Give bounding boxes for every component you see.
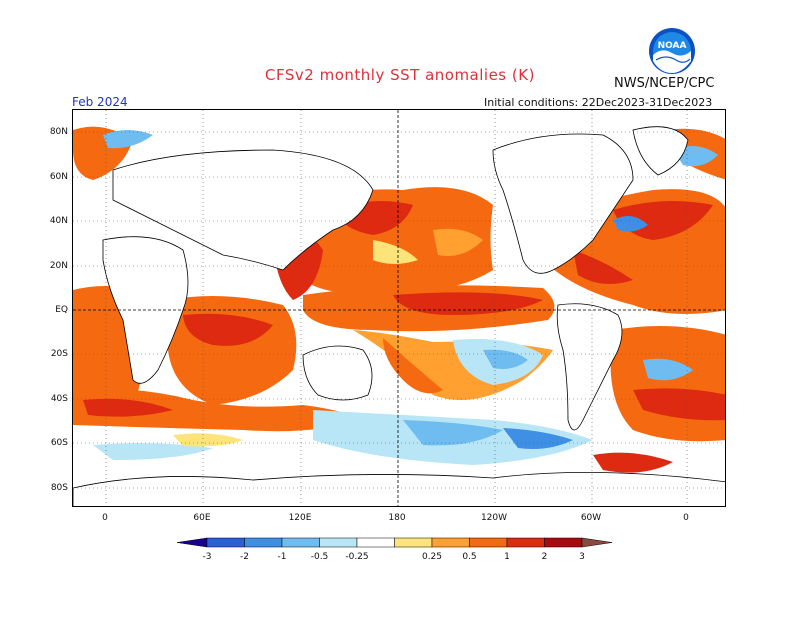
lon-label-60w: 60W bbox=[580, 513, 602, 523]
colorbar-swatch bbox=[394, 537, 433, 548]
noaa-logo-icon: NOAA bbox=[649, 28, 695, 74]
colorbar-tick-label: 3 bbox=[579, 552, 585, 562]
colorbar-legend: -3 -2 -1 -0.5 -0.25 0.25 0.5 1 2 3 bbox=[176, 537, 613, 562]
north-america bbox=[492, 133, 634, 274]
colorbar-swatch bbox=[544, 537, 583, 548]
graticule bbox=[73, 110, 725, 506]
colorbar-swatch bbox=[356, 537, 395, 548]
greenland bbox=[632, 126, 689, 176]
colorbar-tick-label: 2 bbox=[542, 552, 548, 562]
lon-label-0-east: 0 bbox=[683, 513, 689, 523]
south-america bbox=[556, 303, 623, 431]
lon-label-60e: 60E bbox=[193, 513, 211, 523]
lat-label-60n: 60N bbox=[49, 172, 68, 182]
colorbar-swatch bbox=[506, 537, 545, 548]
lat-label-80n: 80N bbox=[49, 127, 68, 137]
cool-anomaly-layer bbox=[93, 130, 718, 465]
colorbar-max-arrow bbox=[581, 537, 613, 548]
colorbar-tick-label: 1 bbox=[504, 552, 510, 562]
lat-label-40s: 40S bbox=[50, 394, 68, 404]
initial-conditions: Initial conditions: 22Dec2023-31Dec2023 bbox=[484, 96, 713, 109]
org-label: NWS/NCEP/CPC bbox=[614, 76, 715, 91]
colorbar-tick-label: -1 bbox=[278, 552, 287, 562]
lat-label-20n: 20N bbox=[49, 261, 68, 271]
lon-label-120w: 120W bbox=[480, 513, 508, 523]
colorbar-tick-label: 0.5 bbox=[462, 552, 476, 562]
logo-text: NOAA bbox=[658, 41, 687, 51]
colorbar-swatch bbox=[281, 537, 320, 548]
colorbar-swatch bbox=[319, 537, 358, 548]
colorbar-tick-labels: -3 -2 -1 -0.5 -0.25 0.25 0.5 1 2 3 bbox=[203, 552, 585, 562]
land-layer bbox=[73, 126, 725, 506]
lat-label-60s: 60S bbox=[50, 438, 68, 448]
lat-label-20s: 20S bbox=[50, 349, 68, 359]
lon-label-0: 0 bbox=[102, 513, 108, 523]
forecast-month: Feb 2024 bbox=[72, 95, 128, 109]
lat-label-40n: 40N bbox=[49, 216, 68, 226]
colorbar-min-arrow bbox=[176, 537, 208, 548]
colorbar-swatches bbox=[176, 537, 613, 548]
australia bbox=[302, 345, 373, 401]
colorbar-tick-label: -2 bbox=[240, 552, 249, 562]
colorbar-tick-label: 0.25 bbox=[422, 552, 442, 562]
lon-label-120e: 120E bbox=[288, 513, 312, 523]
lat-label-eq: EQ bbox=[55, 305, 68, 315]
antarctica bbox=[73, 471, 725, 506]
eurasia bbox=[112, 149, 374, 271]
colorbar-swatch bbox=[469, 537, 508, 548]
colorbar-tick-label: -3 bbox=[203, 552, 212, 562]
map-canvas bbox=[73, 110, 725, 506]
colorbar-swatch bbox=[431, 537, 470, 548]
lat-label-80s: 80S bbox=[50, 483, 68, 493]
reference-lines bbox=[73, 110, 725, 506]
sst-anomaly-map bbox=[72, 109, 726, 507]
lon-label-180: 180 bbox=[388, 513, 406, 523]
colorbar-tick-label: -0.25 bbox=[345, 552, 368, 562]
colorbar-swatch bbox=[244, 537, 283, 548]
colorbar-swatch bbox=[206, 537, 245, 548]
colorbar-tick-label: -0.5 bbox=[311, 552, 329, 562]
map-title: CFSv2 monthly SST anomalies (K) bbox=[265, 66, 535, 84]
